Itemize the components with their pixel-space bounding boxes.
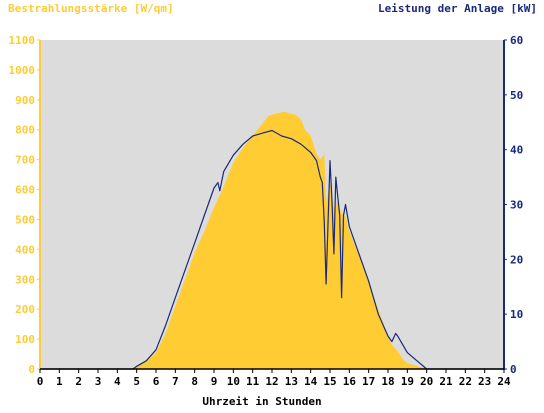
x-tick-label: 12 xyxy=(265,375,278,388)
right-tick-label: 60 xyxy=(510,34,523,47)
right-tick-label: 50 xyxy=(510,89,523,102)
x-axis-title: Uhrzeit in Stunden xyxy=(202,395,321,408)
left-tick-label: 800 xyxy=(15,124,35,137)
right-tick-label: 30 xyxy=(510,199,523,212)
x-tick-label: 13 xyxy=(285,375,298,388)
x-tick-label: 1 xyxy=(56,375,63,388)
left-tick-label: 1100 xyxy=(9,34,36,47)
x-tick-label: 22 xyxy=(459,375,472,388)
left-tick-label: 300 xyxy=(15,273,35,286)
x-tick-label: 19 xyxy=(401,375,414,388)
left-tick-label: 400 xyxy=(15,243,35,256)
left-tick-label: 0 xyxy=(28,363,35,376)
left-tick-label: 600 xyxy=(15,184,35,197)
left-tick-label: 200 xyxy=(15,303,35,316)
x-tick-label: 24 xyxy=(497,375,511,388)
x-tick-label: 17 xyxy=(362,375,375,388)
left-tick-label: 700 xyxy=(15,154,35,167)
x-tick-label: 6 xyxy=(153,375,160,388)
x-tick-label: 21 xyxy=(439,375,453,388)
x-tick-label: 5 xyxy=(133,375,140,388)
right-axis-title: Leistung der Anlage [kW] xyxy=(378,2,537,15)
x-tick-label: 4 xyxy=(114,375,121,388)
left-axis-title: Bestrahlungsstärke [W/qm] xyxy=(8,2,174,15)
right-tick-label: 20 xyxy=(510,253,523,266)
right-tick-label: 10 xyxy=(510,308,523,321)
x-tick-label: 7 xyxy=(172,375,179,388)
x-tick-label: 20 xyxy=(420,375,433,388)
left-tick-label: 500 xyxy=(15,213,35,226)
x-tick-label: 9 xyxy=(211,375,218,388)
x-tick-label: 0 xyxy=(37,375,44,388)
x-tick-label: 8 xyxy=(191,375,198,388)
right-tick-label: 40 xyxy=(510,144,523,157)
x-tick-label: 11 xyxy=(246,375,260,388)
left-tick-label: 1000 xyxy=(9,64,36,77)
x-tick-label: 2 xyxy=(75,375,82,388)
x-tick-label: 18 xyxy=(381,375,394,388)
left-tick-label: 100 xyxy=(15,333,35,346)
right-tick-label: 0 xyxy=(510,363,517,376)
x-tick-label: 23 xyxy=(478,375,491,388)
x-tick-label: 16 xyxy=(343,375,357,388)
x-tick-label: 14 xyxy=(304,375,318,388)
left-tick-label: 900 xyxy=(15,94,35,107)
x-tick-label: 10 xyxy=(227,375,240,388)
x-tick-label: 3 xyxy=(95,375,102,388)
x-tick-label: 15 xyxy=(323,375,336,388)
